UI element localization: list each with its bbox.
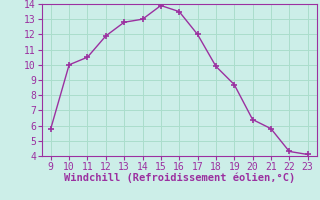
X-axis label: Windchill (Refroidissement éolien,°C): Windchill (Refroidissement éolien,°C) <box>64 173 295 183</box>
